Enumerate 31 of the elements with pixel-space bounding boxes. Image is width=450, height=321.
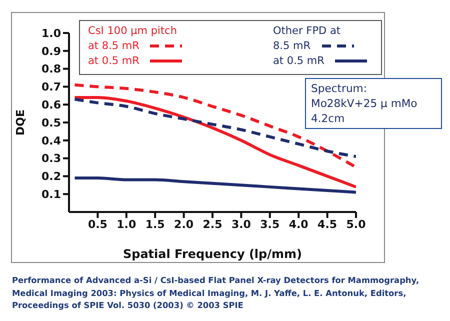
y-tick-label: 0.5 xyxy=(42,116,61,130)
x-tick-label: 3.5 xyxy=(260,218,280,231)
annotation: CsI 100 µm pitch xyxy=(88,24,178,39)
x-axis-title: Spatial Frequency (lp/mm) xyxy=(122,247,302,261)
x-tick-label: 4.5 xyxy=(318,218,338,231)
y-tick-label: 0.4 xyxy=(42,134,62,148)
y-tick-label: 0.9 xyxy=(42,44,61,58)
y-axis-title: DQE xyxy=(14,110,27,136)
legend-label: 8.5 mR xyxy=(273,39,312,54)
y-tick-label: 0.2 xyxy=(42,170,61,184)
x-tick-label: 0.5 xyxy=(88,218,108,231)
x-tick-label: 2.5 xyxy=(202,218,222,231)
y-tick-label: 0.1 xyxy=(42,188,61,202)
x-tick-label: 4.0 xyxy=(288,218,309,231)
y-tick-label: 0.7 xyxy=(42,80,61,94)
x-tick-label: 2.0 xyxy=(174,218,194,231)
y-tick-label: 0.6 xyxy=(42,98,62,112)
x-tick-label: 1.5 xyxy=(145,218,165,231)
legend-label: at 0.5 mR xyxy=(88,54,140,69)
annotation: Other FPD at xyxy=(273,24,342,39)
y-tick-label: 1.0 xyxy=(42,26,62,40)
legend-label: at 8.5 mR xyxy=(88,39,140,54)
x-tick-label: 1.0 xyxy=(116,218,136,231)
annotation: Spectrum: Mo28kV+25 μ mMo 4.2cm xyxy=(311,81,418,126)
x-tick-label: 3.0 xyxy=(231,218,252,231)
line-series xyxy=(73,176,356,194)
y-tick-label: 0.3 xyxy=(42,152,61,166)
text: Performance of Advanced a-Si / CsI-based Flat Panel X-ray Detectors for Mammography, Medical Imaging 2003: Physics of Medical Imaging, M. J. Yaffe, L. E. Antonuk, Editors, Proceedings of SPIE Vol. 5030 (2003) © 2003 SPIE xyxy=(12,274,420,312)
legend-label: at 0.5 mR xyxy=(273,54,326,69)
y-tick-label: 0.8 xyxy=(42,62,61,76)
x-tick-label: 5.0 xyxy=(346,218,366,231)
